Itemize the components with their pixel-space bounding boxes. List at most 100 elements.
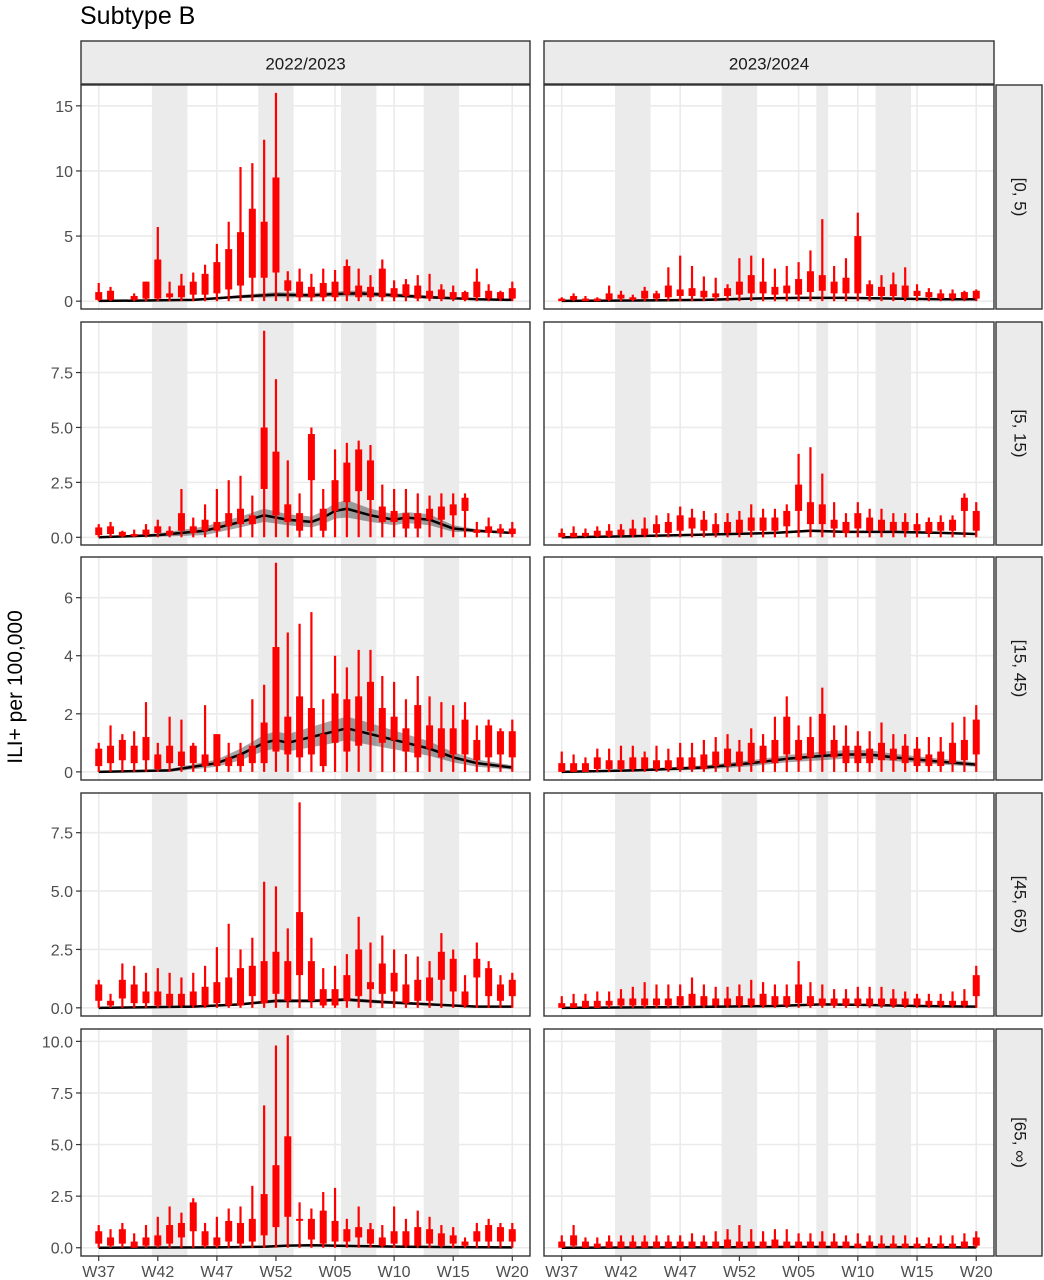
- box-iqr: [118, 1229, 126, 1244]
- box-iqr: [130, 295, 138, 300]
- box-iqr: [213, 1237, 221, 1246]
- box-iqr: [688, 1241, 696, 1248]
- facet-strip-row-label: [0, 5): [1011, 178, 1030, 217]
- box-iqr: [284, 504, 292, 522]
- x-tick-label: W15: [437, 1264, 470, 1280]
- shaded-band: [816, 322, 829, 545]
- box-iqr: [676, 515, 684, 531]
- box-iqr: [688, 288, 696, 296]
- box-iqr: [390, 510, 398, 522]
- box-iqr: [473, 529, 481, 533]
- box-iqr: [570, 295, 578, 300]
- box-iqr: [913, 524, 921, 531]
- panel-background: [544, 793, 994, 1016]
- box-iqr: [676, 996, 684, 1006]
- box-iqr: [449, 728, 457, 755]
- box-iqr: [795, 984, 803, 1004]
- y-tick-label: 7.5: [51, 366, 73, 383]
- box-iqr: [866, 284, 874, 296]
- x-tick-label: W52: [723, 1264, 756, 1280]
- box-iqr: [949, 293, 957, 299]
- x-tick-label: W05: [782, 1264, 815, 1280]
- box-iqr: [712, 751, 720, 767]
- box-iqr: [307, 707, 315, 755]
- box-iqr: [818, 998, 826, 1006]
- facet-panels: 2022/2023 2023/2024 [0, 5) [5, 15) [15, 45) […: [42, 40, 1043, 1280]
- y-tick-label: 10.0: [42, 1034, 73, 1051]
- box-iqr: [201, 519, 209, 531]
- box-iqr: [593, 1000, 601, 1008]
- box-iqr: [437, 951, 445, 980]
- panel-border: [80, 84, 531, 310]
- box-iqr: [878, 286, 885, 296]
- box-iqr: [771, 286, 779, 295]
- box-iqr: [949, 742, 957, 764]
- box-iqr: [225, 513, 233, 527]
- box-iqr: [806, 737, 814, 758]
- box-iqr: [319, 282, 327, 298]
- box-iqr: [925, 754, 933, 767]
- panel-border: [80, 792, 531, 1017]
- box-iqr: [806, 502, 814, 525]
- box-iqr: [201, 273, 209, 295]
- box-iqr: [118, 739, 126, 761]
- box-iqr: [461, 497, 469, 511]
- facet-strip-row-label: [15, 45): [1011, 640, 1030, 698]
- box-iqr: [806, 271, 814, 293]
- x-tick-label: W37: [545, 1264, 578, 1280]
- box-iqr: [724, 748, 732, 767]
- box-iqr: [390, 1231, 398, 1244]
- box-iqr: [688, 757, 696, 769]
- facet-strip-row: [995, 1028, 1043, 1257]
- box-iqr: [664, 521, 672, 533]
- box-iqr: [759, 745, 767, 764]
- box-iqr: [189, 526, 197, 533]
- box-iqr: [960, 1241, 968, 1248]
- box-iqr: [508, 528, 516, 535]
- box-iqr: [237, 1222, 245, 1244]
- box-iqr: [237, 508, 245, 525]
- box-iqr: [426, 508, 434, 520]
- box-iqr: [759, 1241, 767, 1248]
- box-iqr: [343, 975, 351, 1001]
- box-iqr: [878, 998, 885, 1006]
- box-iqr: [402, 1231, 410, 1246]
- box-iqr: [913, 290, 921, 296]
- box-iqr: [653, 760, 660, 769]
- box-iqr: [605, 293, 613, 300]
- box-iqr: [118, 979, 126, 999]
- box-iqr: [901, 521, 909, 531]
- box-iqr: [795, 739, 803, 761]
- box-iqr: [712, 1241, 720, 1248]
- box-iqr: [414, 1227, 422, 1246]
- box-iqr: [331, 480, 339, 511]
- box-iqr: [201, 1231, 209, 1246]
- box-iqr: [735, 281, 743, 295]
- box-iqr: [355, 949, 363, 997]
- box-iqr: [166, 530, 174, 536]
- box-iqr: [901, 285, 909, 298]
- box-iqr: [783, 716, 791, 755]
- box-iqr: [653, 1241, 660, 1248]
- box-iqr: [95, 1231, 103, 1244]
- box-iqr: [402, 728, 410, 752]
- box-iqr: [260, 961, 268, 1004]
- box-iqr: [771, 1239, 779, 1248]
- box-iqr: [378, 963, 386, 994]
- box-iqr: [343, 699, 351, 752]
- box-iqr: [937, 751, 945, 767]
- box-iqr: [653, 293, 660, 299]
- box-iqr: [437, 506, 445, 520]
- box-iqr: [154, 526, 162, 533]
- box-iqr: [284, 1136, 292, 1217]
- box-iqr: [688, 517, 696, 529]
- box-iqr: [154, 991, 162, 1006]
- box-iqr: [593, 1243, 601, 1248]
- box-iqr: [913, 998, 921, 1006]
- facet-panel: [80, 84, 531, 310]
- shaded-band: [875, 322, 912, 545]
- y-tick-label: 5.0: [51, 884, 73, 901]
- box-iqr: [641, 757, 649, 769]
- box-iqr: [248, 208, 256, 278]
